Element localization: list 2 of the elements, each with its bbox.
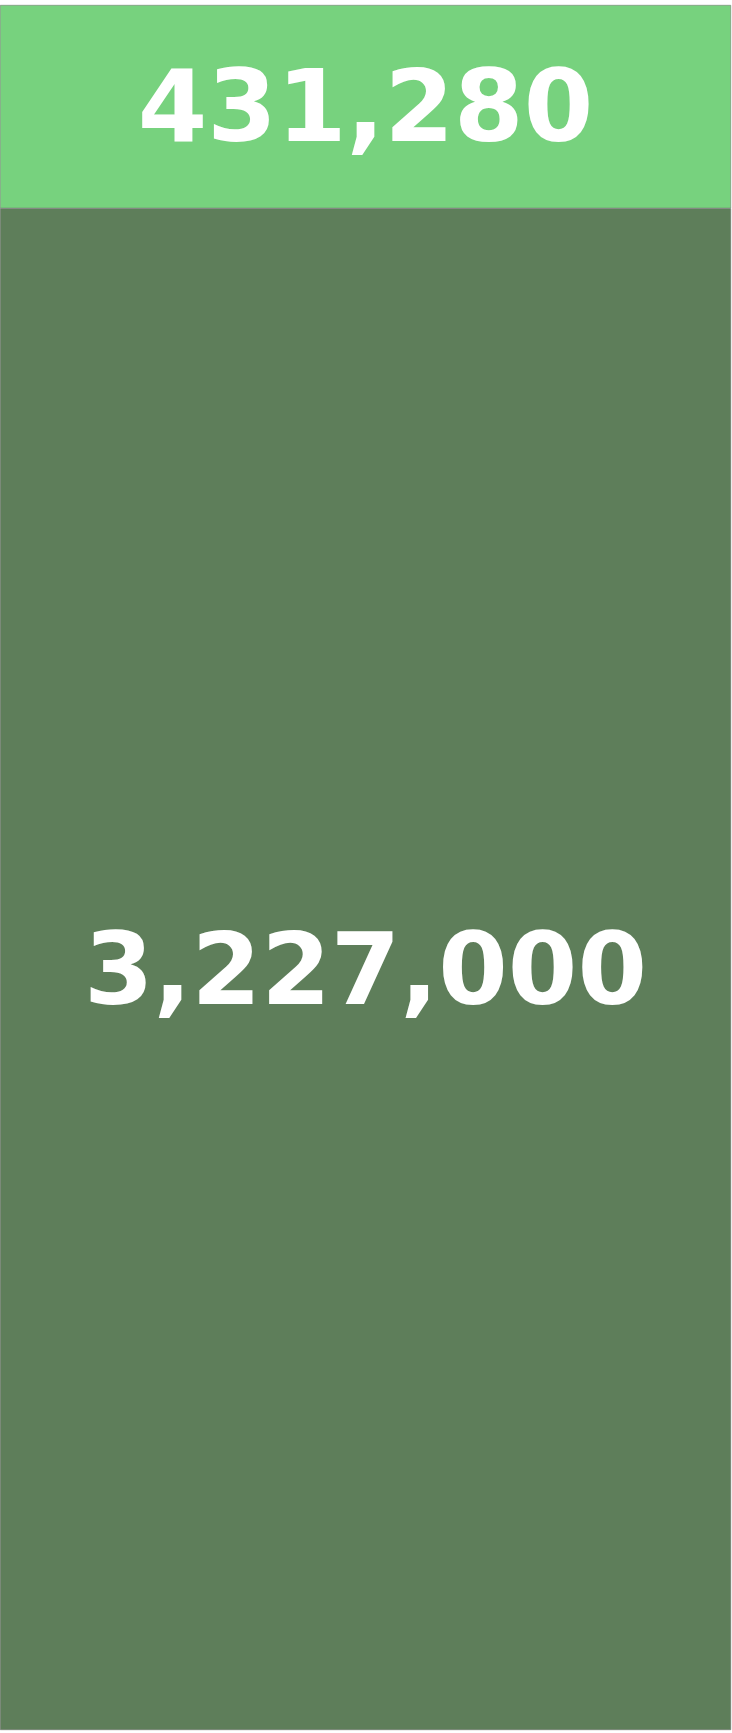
data-label: 431,280 bbox=[137, 48, 594, 166]
data-label: 3,227,000 bbox=[83, 910, 648, 1028]
